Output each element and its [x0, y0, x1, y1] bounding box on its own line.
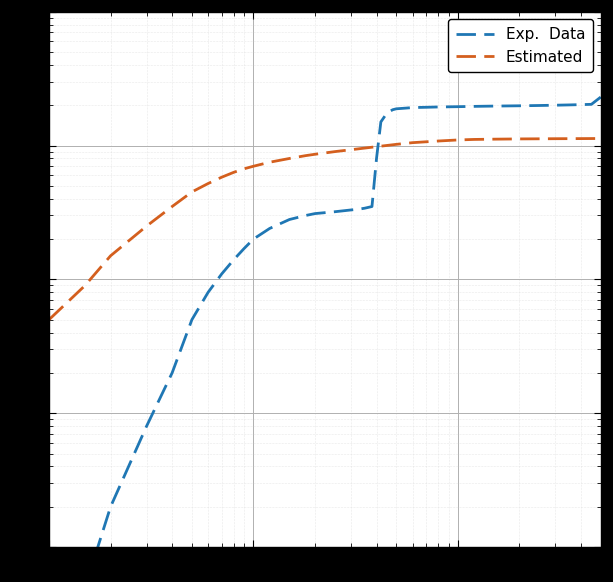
Exp.  Data: [373, 155, 380, 162]
Estimated: [188, 189, 196, 196]
Estimated: [266, 159, 273, 166]
Exp.  Data: [454, 103, 462, 110]
Exp.  Data: [393, 105, 400, 112]
Exp.  Data: [435, 104, 442, 111]
Exp.  Data: [389, 107, 397, 113]
Estimated: [249, 163, 257, 170]
Estimated: [204, 180, 211, 187]
Estimated: [45, 316, 53, 323]
Estimated: [552, 135, 559, 142]
Estimated: [286, 155, 293, 162]
Exp.  Data: [552, 102, 559, 109]
Estimated: [331, 148, 338, 155]
Exp.  Data: [249, 236, 257, 243]
Estimated: [588, 135, 595, 142]
Exp.  Data: [516, 102, 523, 109]
Exp.  Data: [409, 104, 416, 111]
Exp.  Data: [470, 103, 478, 110]
Estimated: [230, 169, 237, 176]
Estimated: [470, 136, 478, 143]
Exp.  Data: [188, 316, 196, 323]
Exp.  Data: [490, 102, 498, 109]
Exp.  Data: [536, 102, 543, 109]
Exp.  Data: [302, 212, 310, 219]
Exp.  Data: [143, 423, 150, 430]
Estimated: [565, 135, 573, 142]
Exp.  Data: [169, 370, 176, 377]
Exp.  Data: [383, 109, 390, 116]
Exp.  Data: [597, 94, 604, 101]
Estimated: [311, 151, 319, 158]
Exp.  Data: [422, 104, 430, 111]
Estimated: [393, 141, 400, 148]
Exp.  Data: [348, 207, 355, 214]
Estimated: [516, 136, 523, 143]
Exp.  Data: [230, 256, 237, 263]
Estimated: [240, 165, 248, 172]
Exp.  Data: [368, 203, 376, 210]
Estimated: [454, 136, 462, 143]
Legend: Exp.  Data, Estimated: Exp. Data, Estimated: [448, 19, 593, 72]
Exp.  Data: [204, 289, 211, 296]
Estimated: [373, 143, 380, 150]
Exp.  Data: [218, 270, 226, 277]
Exp.  Data: [266, 225, 273, 232]
Estimated: [577, 135, 585, 142]
Line: Exp.  Data: Exp. Data: [49, 97, 601, 582]
Estimated: [536, 136, 543, 143]
Exp.  Data: [588, 101, 595, 108]
Exp.  Data: [565, 101, 573, 108]
Estimated: [348, 146, 355, 153]
Exp.  Data: [361, 205, 368, 212]
Estimated: [490, 136, 498, 143]
Exp.  Data: [286, 216, 293, 223]
Exp.  Data: [356, 205, 363, 212]
Exp.  Data: [401, 105, 408, 112]
Estimated: [435, 137, 442, 144]
Estimated: [597, 135, 604, 142]
Exp.  Data: [577, 101, 585, 108]
Line: Estimated: Estimated: [49, 139, 601, 320]
Estimated: [302, 152, 310, 159]
Estimated: [107, 252, 114, 259]
Estimated: [409, 139, 416, 146]
Estimated: [169, 203, 176, 210]
Estimated: [218, 173, 226, 180]
Estimated: [143, 222, 150, 229]
Estimated: [82, 282, 89, 289]
Exp.  Data: [240, 245, 248, 252]
Exp.  Data: [311, 210, 319, 217]
Exp.  Data: [331, 208, 338, 215]
Exp.  Data: [377, 118, 384, 125]
Exp.  Data: [107, 503, 114, 510]
